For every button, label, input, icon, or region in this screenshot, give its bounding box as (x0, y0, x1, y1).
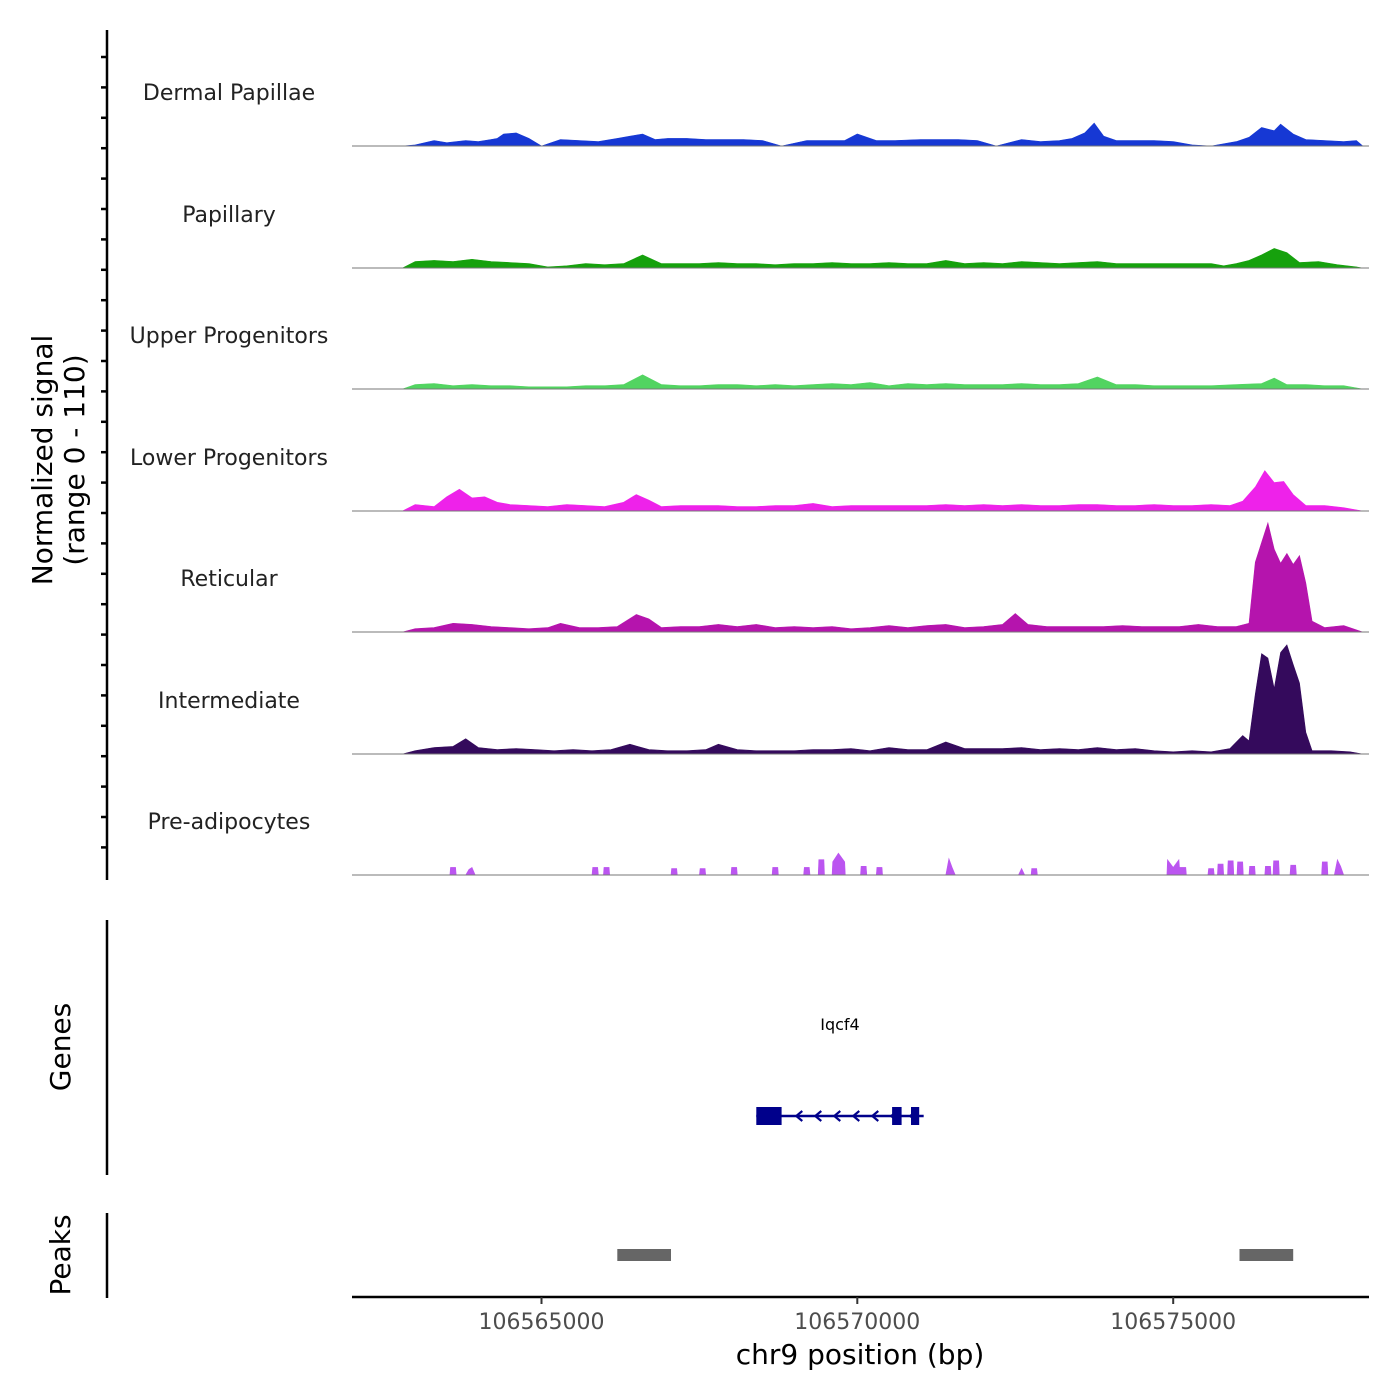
strand-arrow (870, 1110, 879, 1122)
genes-panel-title: Genes (44, 1003, 77, 1091)
track-dermal-papillae: Dermal Papillae (143, 81, 1369, 147)
peak-region (617, 1249, 671, 1261)
gene-exon (892, 1107, 902, 1125)
track-reticular: Reticular (180, 521, 1369, 633)
gene-name-label: Iqcf4 (820, 1015, 859, 1034)
x-axis-title: chr9 position (bp) (736, 1338, 985, 1371)
strand-arrow (832, 1110, 841, 1122)
gene-exon (756, 1107, 782, 1125)
track-signal-area (402, 644, 1363, 755)
track-label: Papillary (182, 203, 276, 228)
coverage-tracks: Dermal Papillae Papillary Upper Progenitor… (130, 81, 1369, 876)
track-signal-area (402, 122, 1364, 147)
strand-arrow (851, 1110, 860, 1122)
coverage-y-ticks (101, 55, 107, 849)
gene-annotations: Iqcf4 (756, 1015, 924, 1125)
strand-arrow (794, 1110, 803, 1122)
peak-regions (617, 1249, 1294, 1261)
track-label: Reticular (180, 567, 278, 592)
peaks-panel-title: Peaks (44, 1214, 77, 1295)
track-papillary: Papillary (182, 203, 1369, 269)
gene-iqcf4: Iqcf4 (756, 1015, 924, 1125)
strand-arrow (813, 1110, 822, 1122)
track-signal-area (402, 852, 1363, 876)
x-tick-label: 106575000 (1110, 1310, 1236, 1335)
track-signal-area (402, 248, 1363, 269)
track-signal-area (402, 521, 1363, 633)
track-signal-area (402, 470, 1363, 512)
track-label: Pre-adipocytes (148, 810, 311, 835)
track-lower-progenitors: Lower Progenitors (130, 446, 1369, 512)
track-label: Lower Progenitors (130, 446, 328, 471)
x-tick-label: 106565000 (479, 1310, 605, 1335)
track-signal-area (402, 374, 1363, 390)
y-axis-title-line2: (range 0 - 110) (58, 354, 91, 565)
track-intermediate: Intermediate (158, 644, 1369, 755)
track-upper-progenitors: Upper Progenitors (130, 324, 1369, 390)
track-pre-adipocytes: Pre-adipocytes (148, 810, 1369, 876)
peak-region (1239, 1249, 1294, 1261)
track-label: Dermal Papillae (143, 81, 315, 106)
y-axis-title-line1: Normalized signal (26, 335, 59, 586)
x-tick-label: 106570000 (794, 1310, 920, 1335)
track-label: Upper Progenitors (130, 324, 329, 349)
track-label: Intermediate (158, 689, 300, 714)
gene-exon (911, 1107, 920, 1125)
x-axis-ticks: 106565000 106570000 106575000 (479, 1297, 1236, 1335)
